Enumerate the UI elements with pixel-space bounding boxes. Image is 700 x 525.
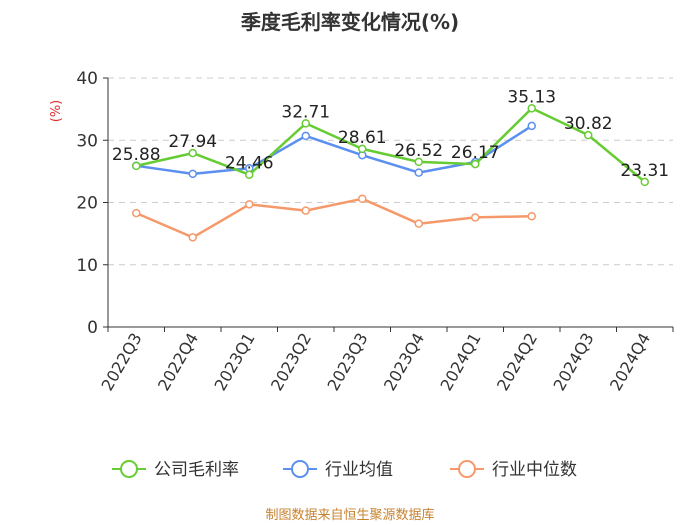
x-category-label: 2022Q4 xyxy=(154,330,202,394)
x-category-label: 2023Q1 xyxy=(211,330,259,394)
y-unit-label: (%) xyxy=(49,100,64,123)
series-point-2 xyxy=(358,194,367,204)
data-label: 32.71 xyxy=(281,102,330,122)
series-point-1 xyxy=(414,168,423,177)
data-label: 30.82 xyxy=(564,114,613,134)
series-point-0 xyxy=(358,144,367,154)
series-point-2 xyxy=(471,213,480,222)
series-point-0 xyxy=(188,148,197,158)
series-point-0 xyxy=(584,130,593,140)
x-category-label: 2023Q3 xyxy=(324,330,372,394)
data-labels: 25.88 27.94 24.46 32.71 28.61 26.52 26.17 35.13… xyxy=(112,87,669,181)
x-category-label: 2024Q1 xyxy=(437,330,485,394)
series-point-2 xyxy=(527,211,536,221)
data-label: 23.31 xyxy=(620,161,669,181)
y-tick-label: 30 xyxy=(76,131,98,151)
legend-swatch-marker xyxy=(458,460,476,478)
series-lines xyxy=(132,104,649,242)
series-point-0 xyxy=(132,161,141,171)
series-point-1 xyxy=(527,121,536,131)
legend: 公司毛利率 行业均值 行业中位数 xyxy=(112,460,577,480)
series-point-0 xyxy=(640,177,649,187)
legend-item-0: 公司毛利率 xyxy=(112,460,239,480)
x-category-label: 2024Q3 xyxy=(550,330,598,394)
series-point-2 xyxy=(414,219,423,228)
series-point-0 xyxy=(301,119,310,128)
series-point-2 xyxy=(245,200,254,209)
data-label: 26.17 xyxy=(451,143,500,163)
y-tick-label: 0 xyxy=(87,318,98,338)
data-label: 26.52 xyxy=(394,141,443,161)
legend-label: 公司毛利率 xyxy=(154,460,239,480)
data-label: 25.88 xyxy=(112,145,161,165)
legend-label: 行业中位数 xyxy=(492,460,577,480)
series-point-2 xyxy=(188,233,197,242)
data-label: 28.61 xyxy=(338,128,387,148)
y-tick-label: 10 xyxy=(76,256,98,276)
data-label: 27.94 xyxy=(168,132,217,152)
series-line-2 xyxy=(135,197,532,239)
series-point-1 xyxy=(301,131,310,141)
series-point-0 xyxy=(527,104,536,113)
legend-item-1: 行业均值 xyxy=(283,460,393,480)
legend-item-2: 行业中位数 xyxy=(450,460,577,480)
data-label: 24.46 xyxy=(225,154,274,174)
series-point-0 xyxy=(414,157,423,167)
x-category-label: 2024Q4 xyxy=(606,330,654,394)
legend-swatch-marker xyxy=(120,460,138,478)
series-point-0 xyxy=(245,170,254,179)
chart-title: 季度毛利率变化情况(%) xyxy=(240,10,460,34)
x-category-label: 2022Q3 xyxy=(98,330,146,394)
series-point-2 xyxy=(132,208,141,218)
x-category-label: 2023Q4 xyxy=(380,330,428,394)
legend-swatch-marker xyxy=(291,460,309,478)
x-category-label: 2024Q2 xyxy=(493,330,541,394)
series-point-1 xyxy=(188,169,197,179)
x-category-label: 2023Q2 xyxy=(267,330,315,394)
series-point-0 xyxy=(471,159,480,169)
series-point-2 xyxy=(301,206,310,215)
footer-source: 制图数据来自恒生聚源数据库 xyxy=(265,508,435,523)
data-label: 35.13 xyxy=(507,87,556,107)
legend-label: 行业均值 xyxy=(325,460,393,480)
y-tick-label: 20 xyxy=(76,194,98,214)
y-tick-label: 40 xyxy=(76,69,98,89)
series-line-0 xyxy=(136,107,646,183)
